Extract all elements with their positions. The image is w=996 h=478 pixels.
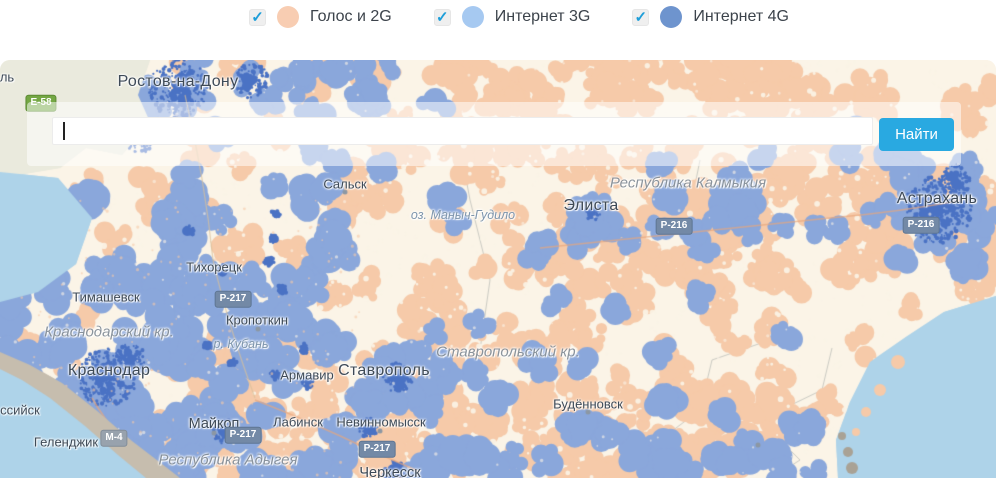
legend-bar: ✓ Голос и 2G ✓ Интернет 3G ✓ Интернет 4G [0,0,996,60]
map-label: Астрахань [896,190,978,207]
map-label: Черкесск [359,465,421,478]
road-number-badge: Р-217 [358,440,396,458]
text-caret [63,122,65,140]
map-label: Республика Калмыкия [609,174,767,192]
coverage-color-swatch [660,6,683,28]
map-label: Кропоткин [225,312,289,328]
search-overlay: Найти [27,102,961,166]
map-label: Республика Адыгея [158,451,298,469]
map-label: оз. Маныч-Гудило [410,208,516,222]
road-number-badge: Р-216 [655,217,693,235]
coverage-map[interactable]: Ростов-на-ДонуТаганрогльСальскоз. Маныч-… [0,60,996,478]
map-label: Сальск [323,176,367,192]
checkbox-checked-icon[interactable]: ✓ [632,8,650,26]
checkbox-checked-icon[interactable]: ✓ [249,8,266,26]
legend-item-label: Интернет 4G [693,8,789,25]
map-label: Краснодарский кр. [44,323,174,341]
map-label: Краснодар [67,362,151,379]
map-label: Армавир [280,367,334,383]
road-number-badge: М-4 [100,429,128,447]
map-label: Ставропольский кр. [436,343,580,361]
coverage-legend: ✓ Голос и 2G ✓ Интернет 3G ✓ Интернет 4G [249,6,789,28]
map-label: Ростов-на-Дону [117,73,239,90]
legend-item-4g[interactable]: ✓ Интернет 4G [632,6,789,28]
map-label: ссийск [0,402,40,418]
map-label: Будённовск [553,396,623,412]
search-input[interactable] [52,117,873,145]
legend-item-2g[interactable]: ✓ Голос и 2G [249,6,392,28]
map-label: Тихорецк [186,259,242,275]
coverage-color-swatch [277,6,299,28]
map-label: Лабинск [273,414,323,430]
checkbox-checked-icon[interactable]: ✓ [433,8,451,26]
road-number-badge: Р-217 [224,426,262,444]
map-label: Тимашевск [72,289,140,305]
legend-item-3g[interactable]: ✓ Интернет 3G [433,6,591,28]
search-button[interactable]: Найти [879,118,954,151]
map-label: р. Кубань [213,337,269,351]
legend-item-label: Интернет 3G [494,8,591,25]
map-label: ль [0,69,15,85]
map-label: Элиста [563,197,619,214]
map-label: Геленджик [33,434,99,450]
legend-item-label: Голос и 2G [310,8,392,25]
coverage-color-swatch [461,6,484,28]
road-number-badge: Р-217 [214,290,252,308]
map-label: Невинномысск [336,414,426,430]
road-number-badge: Р-216 [902,216,940,234]
map-label: Ставрополь [338,362,430,379]
